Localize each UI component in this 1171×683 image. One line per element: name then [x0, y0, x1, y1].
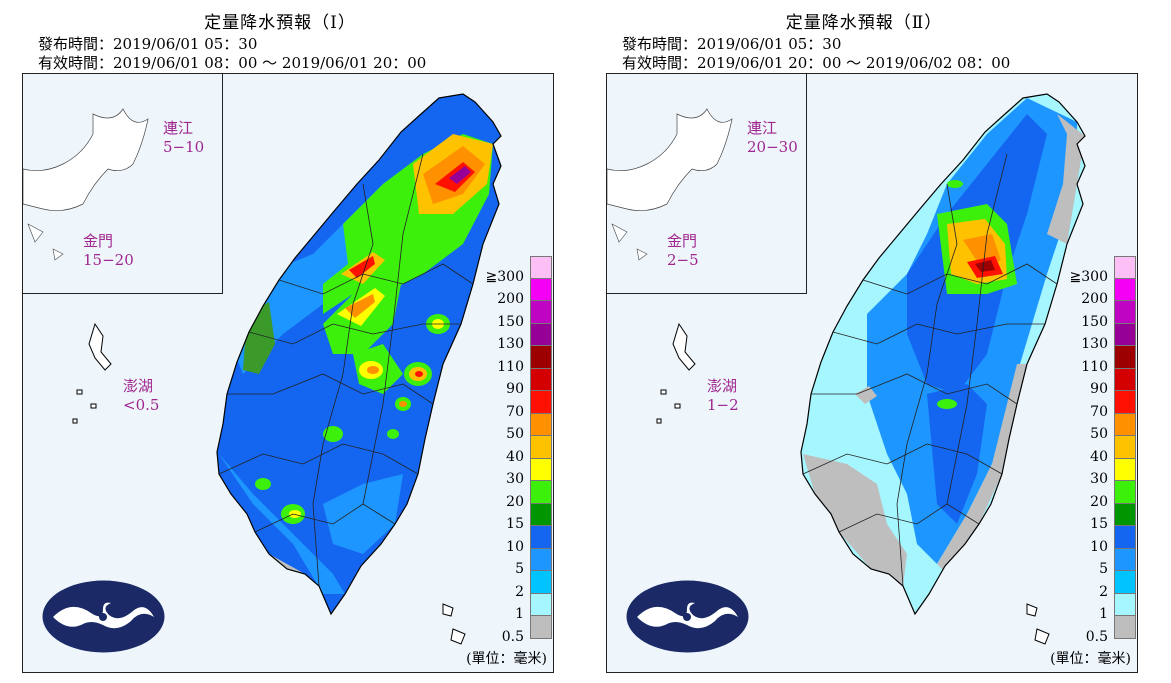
issue-time: 發布時間：2019/06/01 05：30 — [622, 35, 842, 53]
island-label-penghu: 澎湖 <0.5 — [123, 377, 160, 414]
legend-label: 0.5 — [501, 629, 524, 645]
legend-label: 1 — [1099, 606, 1108, 622]
legend-swatch — [530, 616, 552, 639]
legend-label: 20 — [1090, 494, 1108, 510]
legend-swatch — [530, 413, 552, 436]
island-label-lienchiang: 連江 5−10 — [163, 119, 205, 156]
legend-label: 50 — [506, 426, 524, 442]
unit-label: (單位：毫米) — [1050, 651, 1131, 667]
legend-swatch — [530, 526, 552, 549]
panel-title: 定量降水預報（Ⅰ） — [204, 13, 356, 33]
legend-swatch — [1114, 571, 1136, 594]
legend-swatch — [530, 436, 552, 459]
legend-swatch — [530, 571, 552, 594]
legend-swatch — [1114, 391, 1136, 414]
rainfall-legend: ≧300 200 150 130 110 90 70 50 40 30 20 1… — [486, 256, 552, 645]
forecast-panel-1: 定量降水預報（Ⅰ） 發布時間：2019/06/01 05：30 有效時間：201… — [0, 0, 560, 683]
legend-label: 130 — [1081, 336, 1108, 352]
rainfall-map: 連江 5−10 金門 15−20 澎湖 <0.5 — [22, 73, 554, 673]
legend-label: 40 — [506, 449, 524, 465]
legend-label: 90 — [1090, 381, 1108, 397]
legend-swatch — [530, 368, 552, 391]
legend-swatch — [530, 278, 552, 301]
legend-swatch — [1114, 301, 1136, 324]
legend-swatch — [530, 481, 552, 504]
island-label-kinmen: 金門 2−5 — [667, 232, 699, 269]
legend-swatch — [530, 458, 552, 481]
taiwan-rainfall-map — [72, 93, 502, 645]
island-label-lienchiang: 連江 20−30 — [747, 119, 798, 156]
legend-swatch — [1114, 458, 1136, 481]
legend-swatch — [1114, 413, 1136, 436]
legend-label: 70 — [506, 404, 524, 420]
legend-swatch — [1114, 256, 1136, 279]
forecast-panel-2: 定量降水預報（Ⅱ） 發布時間：2019/06/01 05：30 有效時間：201… — [584, 0, 1144, 683]
cwb-logo-icon — [42, 580, 165, 653]
legend-swatch — [1114, 368, 1136, 391]
valid-time: 有效時間：2019/06/01 20：00 ～ 2019/06/02 08：00 — [622, 54, 1011, 72]
legend-label: 130 — [497, 336, 524, 352]
issue-time: 發布時間：2019/06/01 05：30 — [38, 35, 258, 53]
legend-swatch — [530, 391, 552, 414]
legend-label: 110 — [497, 359, 524, 375]
legend-label: ≧300 — [1069, 269, 1108, 285]
legend-label: 20 — [506, 494, 524, 510]
legend-swatch — [1114, 323, 1136, 346]
legend-label: 10 — [506, 539, 524, 555]
legend-swatch — [1114, 503, 1136, 526]
legend-swatch — [530, 503, 552, 526]
rainfall-map: 連江 20−30 金門 2−5 澎湖 1−2 — [606, 73, 1138, 673]
legend-swatch — [530, 593, 552, 616]
legend-label: 2 — [1099, 584, 1108, 600]
legend-label: 150 — [1081, 314, 1108, 330]
inset-islands-map: 連江 20−30 金門 2−5 — [607, 74, 807, 294]
valid-time: 有效時間：2019/06/01 08：00 ～ 2019/06/01 20：00 — [38, 54, 427, 72]
legend-label: 150 — [497, 314, 524, 330]
legend-label: 200 — [1081, 291, 1108, 307]
legend-label: 30 — [1090, 471, 1108, 487]
island-label-kinmen: 金門 15−20 — [83, 232, 134, 269]
panel-title: 定量降水預報（Ⅱ） — [785, 13, 943, 33]
rainfall-legend: ≧300 200 150 130 110 90 70 50 40 30 20 1… — [1070, 256, 1136, 645]
legend-swatch — [530, 256, 552, 279]
legend-label: 40 — [1090, 449, 1108, 465]
island-label-penghu: 澎湖 1−2 — [707, 377, 739, 414]
legend-swatch — [530, 346, 552, 369]
legend-label: 110 — [1081, 359, 1108, 375]
legend-label: 70 — [1090, 404, 1108, 420]
legend-swatch — [1114, 548, 1136, 571]
legend-label: 10 — [1090, 539, 1108, 555]
legend-label: 5 — [515, 561, 524, 577]
legend-swatch — [530, 548, 552, 571]
legend-swatch — [1114, 481, 1136, 504]
legend-label: 200 — [497, 291, 524, 307]
legend-label: 90 — [506, 381, 524, 397]
legend-swatch — [530, 323, 552, 346]
legend-label: 0.5 — [1085, 629, 1108, 645]
unit-label: (單位：毫米) — [466, 651, 547, 667]
legend-swatch — [1114, 278, 1136, 301]
legend-swatch — [530, 301, 552, 324]
legend-swatch — [1114, 593, 1136, 616]
legend-label: 2 — [515, 584, 524, 600]
legend-label: 1 — [515, 606, 524, 622]
taiwan-rainfall-map — [656, 93, 1086, 645]
legend-swatch — [1114, 616, 1136, 639]
legend-label: ≧300 — [485, 269, 524, 285]
inset-islands-map: 連江 5−10 金門 15−20 — [23, 74, 223, 294]
legend-swatch — [1114, 526, 1136, 549]
legend-label: 5 — [1099, 561, 1108, 577]
legend-label: 15 — [506, 516, 524, 532]
legend-swatch — [1114, 346, 1136, 369]
legend-label: 30 — [506, 471, 524, 487]
cwb-logo-icon — [626, 580, 749, 653]
legend-swatch — [1114, 436, 1136, 459]
legend-label: 50 — [1090, 426, 1108, 442]
legend-label: 15 — [1090, 516, 1108, 532]
